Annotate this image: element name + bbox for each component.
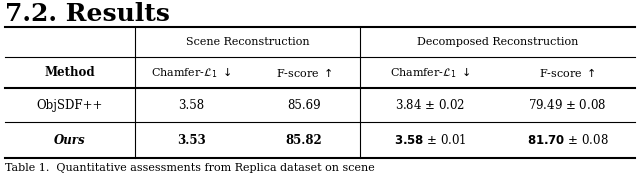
Text: Chamfer-$\mathcal{L}_1$ $\downarrow$: Chamfer-$\mathcal{L}_1$ $\downarrow$ [151,65,232,80]
Text: 79.49 $\pm$ 0.08: 79.49 $\pm$ 0.08 [529,98,607,112]
Text: 3.58: 3.58 [179,98,205,112]
Text: Method: Method [45,66,95,79]
Text: ObjSDF++: ObjSDF++ [37,98,103,112]
Text: Ours: Ours [54,134,86,146]
Text: 85.82: 85.82 [285,134,323,146]
Text: $\mathbf{3.58}$ $\pm$ 0.01: $\mathbf{3.58}$ $\pm$ 0.01 [394,133,467,147]
Text: F-score $\uparrow$: F-score $\uparrow$ [539,66,596,79]
Text: Chamfer-$\mathcal{L}_1$ $\downarrow$: Chamfer-$\mathcal{L}_1$ $\downarrow$ [390,65,470,80]
Text: Table 1.  Quantitative assessments from Replica dataset on scene: Table 1. Quantitative assessments from R… [5,163,375,173]
Text: Decomposed Reconstruction: Decomposed Reconstruction [417,37,578,47]
Text: 3.84 $\pm$ 0.02: 3.84 $\pm$ 0.02 [395,98,465,112]
Text: $\mathbf{81.70}$ $\pm$ 0.08: $\mathbf{81.70}$ $\pm$ 0.08 [527,133,609,147]
Text: 3.53: 3.53 [177,134,206,146]
Text: Scene Reconstruction: Scene Reconstruction [186,37,309,47]
Text: 7.2. Results: 7.2. Results [5,2,170,26]
Text: 85.69: 85.69 [287,98,321,112]
Text: F-score $\uparrow$: F-score $\uparrow$ [276,66,332,79]
